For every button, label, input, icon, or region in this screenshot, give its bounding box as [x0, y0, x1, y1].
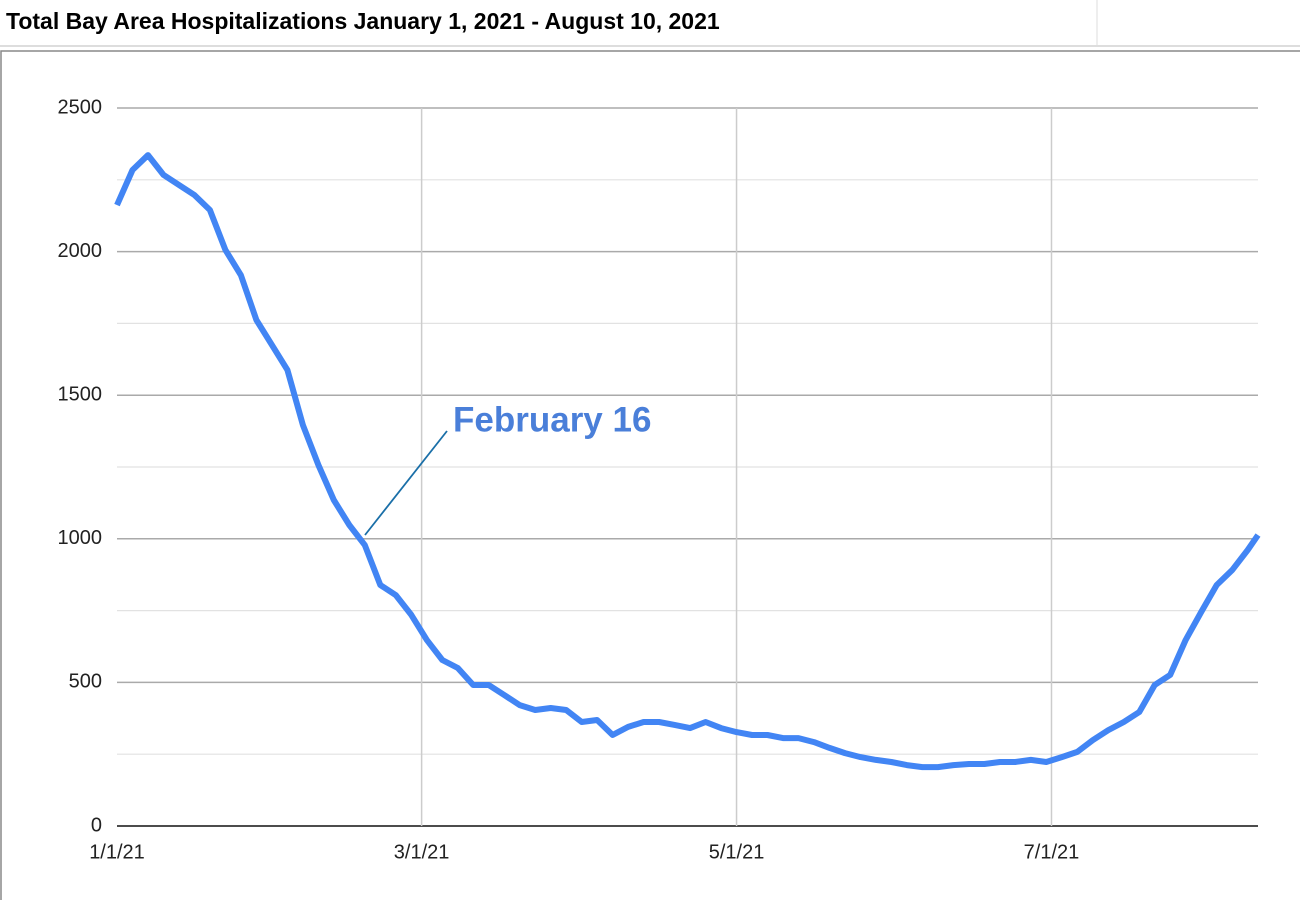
x-tick-label: 3/1/21 — [394, 841, 450, 863]
annotation: February 16 — [453, 400, 651, 439]
x-tick-label: 1/1/21 — [89, 841, 145, 863]
annotation-leader — [364, 430, 448, 536]
y-tick-label: 2000 — [58, 240, 103, 262]
y-tick-label: 1000 — [58, 527, 103, 549]
data-line — [114, 152, 1261, 771]
y-tick-label: 0 — [91, 814, 102, 836]
x-tick-label: 5/1/21 — [709, 841, 765, 863]
y-tick-label: 2500 — [58, 96, 103, 118]
plot: 0 500 1000 1500 2000 2500 1/1/21 3/1/21 5/1/21 7/… — [58, 96, 1261, 863]
chart-frame — [0, 50, 1300, 900]
chart-title: Total Bay Area Hospitalizations January … — [6, 8, 720, 34]
x-tick-label: 7/1/21 — [1024, 841, 1080, 863]
y-tick-label: 500 — [69, 671, 102, 693]
y-tick-label: 1500 — [58, 383, 103, 405]
